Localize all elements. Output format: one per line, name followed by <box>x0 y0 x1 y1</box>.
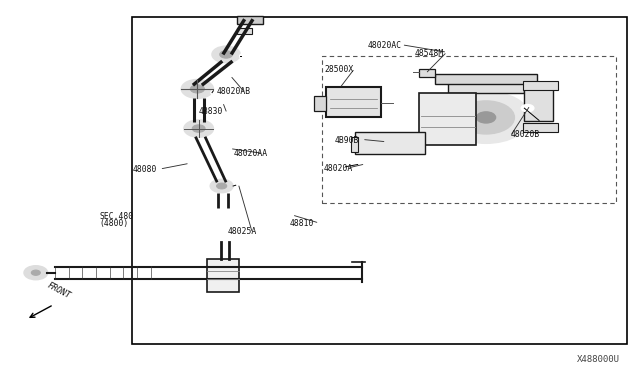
Bar <box>237 16 262 24</box>
Bar <box>326 87 381 118</box>
Text: 48548M: 48548M <box>415 49 444 58</box>
Circle shape <box>443 92 529 142</box>
Circle shape <box>212 46 240 62</box>
Text: X488000U: X488000U <box>577 355 620 364</box>
Bar <box>523 81 558 90</box>
Bar <box>524 84 553 121</box>
Text: FRONT: FRONT <box>45 281 72 301</box>
Circle shape <box>31 270 40 275</box>
Circle shape <box>477 112 495 123</box>
Text: (4800): (4800) <box>100 219 129 228</box>
Text: 48810: 48810 <box>290 219 314 228</box>
Bar <box>419 69 435 77</box>
Circle shape <box>24 266 47 279</box>
Circle shape <box>210 179 233 193</box>
Circle shape <box>239 53 251 60</box>
Bar <box>448 83 524 93</box>
Circle shape <box>458 101 515 134</box>
Text: 4B90B: 4B90B <box>335 136 359 145</box>
Text: 48020A: 48020A <box>323 164 353 173</box>
Text: 48025A: 48025A <box>227 227 257 236</box>
Text: 48080: 48080 <box>133 165 157 174</box>
Bar <box>419 93 476 145</box>
Circle shape <box>220 51 232 58</box>
Bar <box>435 74 537 84</box>
Circle shape <box>211 89 222 96</box>
Bar <box>351 137 358 152</box>
Text: 4B830: 4B830 <box>198 108 223 116</box>
Circle shape <box>184 120 213 137</box>
Text: 28500X: 28500X <box>324 65 354 74</box>
Bar <box>523 124 558 132</box>
Circle shape <box>190 85 204 93</box>
Text: 48020B: 48020B <box>510 130 540 140</box>
Text: 48020AB: 48020AB <box>216 87 251 96</box>
Bar <box>237 28 252 34</box>
Circle shape <box>234 182 245 189</box>
Circle shape <box>181 80 213 98</box>
Circle shape <box>356 161 369 168</box>
Bar <box>355 132 426 154</box>
Bar <box>314 96 326 111</box>
Bar <box>132 17 627 343</box>
Circle shape <box>192 125 205 132</box>
Circle shape <box>521 105 534 112</box>
Text: 48020AA: 48020AA <box>234 149 268 158</box>
Bar <box>322 56 616 203</box>
Text: SEC.480: SEC.480 <box>100 212 134 221</box>
Bar <box>207 259 239 292</box>
Circle shape <box>216 183 227 189</box>
Text: 48020AC: 48020AC <box>368 41 402 51</box>
